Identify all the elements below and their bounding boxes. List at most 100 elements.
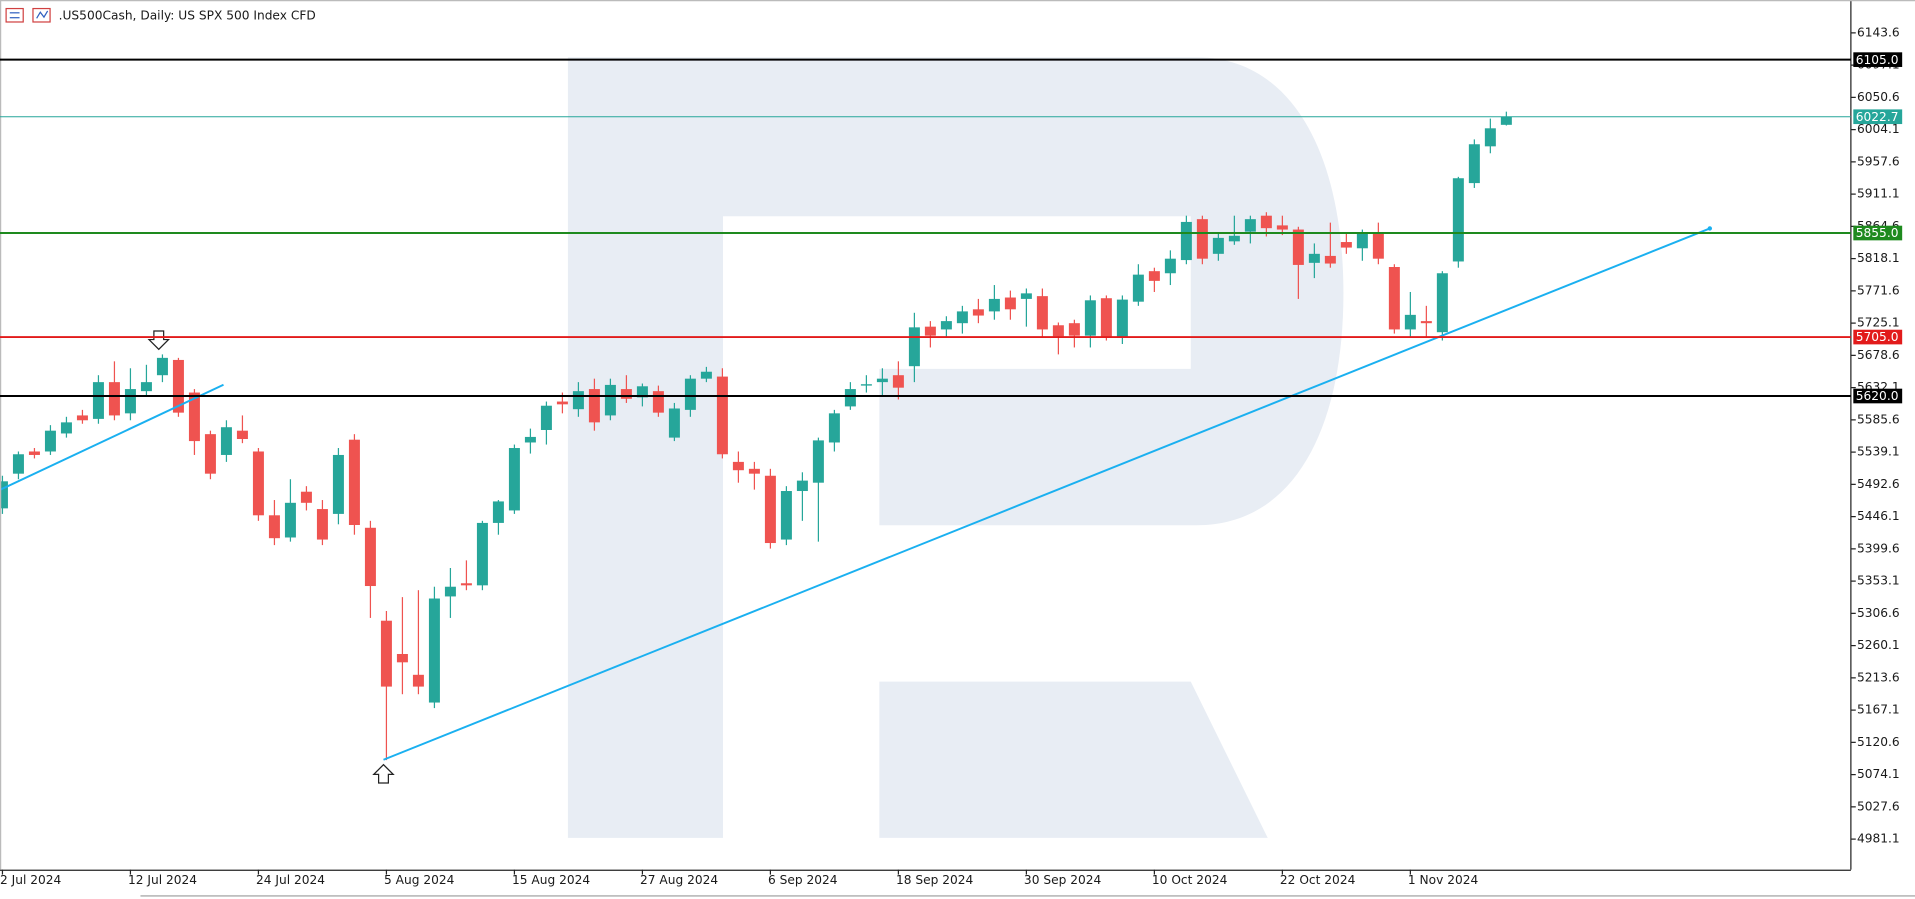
- plot: [0, 111, 1512, 761]
- candle-body: [828, 413, 840, 443]
- candle-body: [492, 501, 504, 523]
- candle-body: [236, 430, 248, 440]
- candle-body: [1388, 267, 1400, 330]
- x-tick-label: 1 Nov 2024: [1408, 873, 1479, 887]
- level-label: 5620.0: [1856, 389, 1899, 403]
- candle-body: [732, 461, 744, 471]
- candle-body: [508, 448, 520, 511]
- candle-body: [44, 430, 56, 452]
- y-tick-label: 5957.6: [1857, 154, 1900, 168]
- candle-body: [764, 475, 776, 544]
- candle-body: [972, 309, 984, 316]
- candle-body: [668, 408, 680, 438]
- candle-body: [1148, 271, 1160, 281]
- arrows: [147, 330, 395, 784]
- candle-body: [860, 384, 872, 386]
- arrow-down: [147, 330, 171, 351]
- level-label-box: [1853, 388, 1903, 404]
- x-tick-label: 30 Sep 2024: [1024, 873, 1102, 887]
- candle-body: [444, 586, 456, 597]
- candle-body: [604, 384, 616, 416]
- candle-body: [812, 440, 824, 483]
- candle-body: [460, 583, 472, 586]
- candle-body: [1436, 273, 1448, 333]
- level-label: 6105.0: [1856, 53, 1899, 67]
- x-tick-label: 24 Jul 2024: [256, 873, 325, 887]
- candle-body: [876, 378, 888, 383]
- arrow-up: [372, 763, 395, 784]
- candle-body: [348, 439, 360, 526]
- candle-body: [1244, 219, 1256, 232]
- level-label: 5705.0: [1856, 330, 1899, 344]
- trendlines: [0, 226, 1713, 761]
- candle-body: [300, 491, 312, 503]
- candle-body: [204, 434, 216, 474]
- y-tick-label: 5213.6: [1857, 670, 1900, 684]
- candle-body: [892, 375, 904, 388]
- candle-body: [1420, 321, 1432, 324]
- y-tick-label: 5399.6: [1857, 541, 1900, 555]
- candle-body: [1324, 255, 1336, 264]
- y-tick-label: 6143.6: [1857, 25, 1900, 39]
- x-tick-label: 27 Aug 2024: [640, 873, 718, 887]
- candle-body: [956, 311, 968, 324]
- x-tick-label: 22 Oct 2024: [1280, 873, 1356, 887]
- candle-body: [652, 391, 664, 413]
- icon-chart-line: [36, 10, 49, 19]
- candle-body: [1356, 232, 1368, 249]
- candle-body: [476, 522, 488, 586]
- candle-body: [988, 298, 1000, 312]
- watermark: [567, 57, 1344, 838]
- candle-body: [924, 326, 936, 336]
- candle-body: [412, 674, 424, 687]
- x-tick-label: 6 Sep 2024: [768, 873, 838, 887]
- candle-body: [716, 376, 728, 455]
- candle-body: [1196, 219, 1208, 259]
- y-tick-label: 5074.1: [1857, 767, 1900, 781]
- x-tick-label: 18 Sep 2024: [896, 873, 974, 887]
- candle-body: [220, 427, 232, 455]
- candle-body: [428, 598, 440, 703]
- candle-body: [1372, 232, 1384, 259]
- candle-body: [284, 502, 296, 538]
- candle-body: [1340, 242, 1352, 248]
- candle-body: [1084, 300, 1096, 336]
- candle-body: [108, 382, 120, 416]
- y-tick-label: 6004.1: [1857, 122, 1900, 136]
- candle-body: [316, 509, 328, 540]
- y-tick-label: 5027.6: [1857, 799, 1900, 813]
- icon-chart: [32, 7, 51, 23]
- candle-body: [908, 327, 920, 367]
- candle-body: [1004, 297, 1016, 310]
- candle-body: [1020, 293, 1032, 299]
- candle-body: [700, 371, 712, 379]
- y-tick-label: 5678.6: [1857, 348, 1900, 362]
- candle-body: [1068, 323, 1080, 336]
- candle-body: [156, 357, 168, 376]
- y-tick-label: 5539.1: [1857, 445, 1900, 459]
- candle-body: [1500, 116, 1512, 125]
- candle-body: [1180, 221, 1192, 261]
- candle-body: [524, 436, 536, 443]
- candle-body: [1036, 296, 1048, 330]
- candle-body: [268, 515, 280, 539]
- y-tick-label: 5446.1: [1857, 509, 1900, 523]
- level-label: 6022.7: [1856, 110, 1899, 124]
- y-tick-label: 5771.6: [1857, 283, 1900, 297]
- level-label-box: [1853, 109, 1903, 125]
- candle-body: [364, 527, 376, 587]
- candle-body: [188, 392, 200, 442]
- candle-body: [396, 653, 408, 663]
- candle-body: [1276, 225, 1288, 230]
- y-tick-label: 5911.1: [1857, 187, 1900, 201]
- trendline: [383, 227, 1711, 761]
- x-tick-label: 12 Jul 2024: [128, 873, 197, 887]
- candle-body: [172, 359, 184, 413]
- y-tick-label: 5260.1: [1857, 638, 1900, 652]
- candle-body: [1452, 178, 1464, 262]
- candle-body: [540, 405, 552, 430]
- level-label-box: [1853, 225, 1903, 241]
- y-tick-label: 4981.1: [1857, 832, 1900, 846]
